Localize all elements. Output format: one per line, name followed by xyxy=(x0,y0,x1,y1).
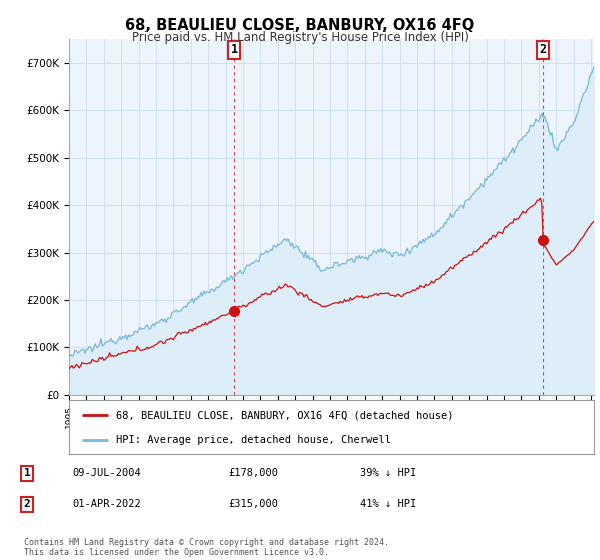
Text: 01-APR-2022: 01-APR-2022 xyxy=(72,500,141,509)
Text: 1: 1 xyxy=(231,44,238,57)
Text: 2: 2 xyxy=(23,500,31,509)
Text: £178,000: £178,000 xyxy=(228,468,278,478)
Text: 41% ↓ HPI: 41% ↓ HPI xyxy=(360,500,416,509)
Text: 09-JUL-2004: 09-JUL-2004 xyxy=(72,468,141,478)
Text: Price paid vs. HM Land Registry's House Price Index (HPI): Price paid vs. HM Land Registry's House … xyxy=(131,31,469,44)
Text: 68, BEAULIEU CLOSE, BANBURY, OX16 4FQ: 68, BEAULIEU CLOSE, BANBURY, OX16 4FQ xyxy=(125,18,475,33)
Text: Contains HM Land Registry data © Crown copyright and database right 2024.
This d: Contains HM Land Registry data © Crown c… xyxy=(24,538,389,557)
Text: £315,000: £315,000 xyxy=(228,500,278,509)
Text: 39% ↓ HPI: 39% ↓ HPI xyxy=(360,468,416,478)
Text: 1: 1 xyxy=(23,468,31,478)
Text: 68, BEAULIEU CLOSE, BANBURY, OX16 4FQ (detached house): 68, BEAULIEU CLOSE, BANBURY, OX16 4FQ (d… xyxy=(116,410,454,421)
Text: 2: 2 xyxy=(539,44,547,57)
Text: HPI: Average price, detached house, Cherwell: HPI: Average price, detached house, Cher… xyxy=(116,435,391,445)
